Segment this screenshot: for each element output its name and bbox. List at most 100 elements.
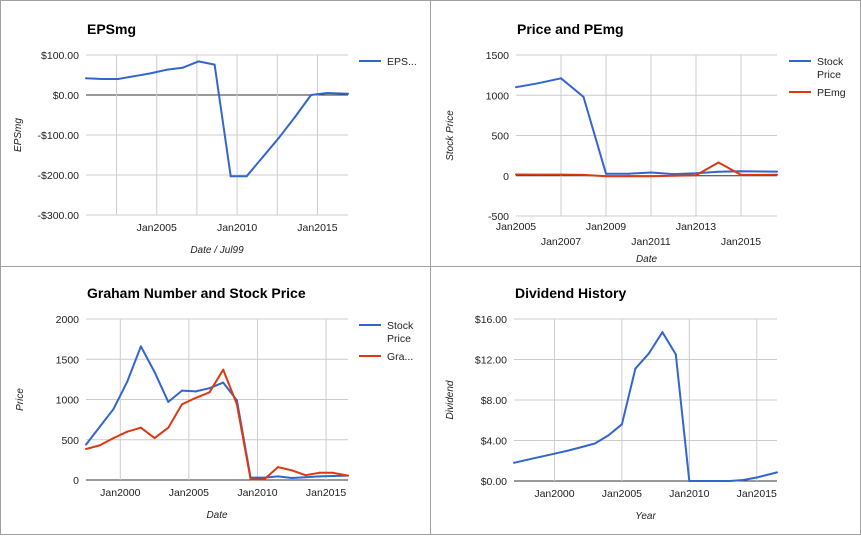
chart-3-series-0-point-12 <box>674 353 677 356</box>
chart-2-series-0-line <box>85 345 349 479</box>
chart-2-series-1-point-2 <box>112 437 115 440</box>
chart-2-xtick-1: Jan2005 <box>169 487 209 499</box>
chart-1-ytick-2: 500 <box>491 131 509 143</box>
chart-2-xlabel: Date <box>206 510 228 521</box>
chart-3-series-0-point-6 <box>593 442 596 445</box>
eps-chart: EPSmg $100.00 $0.00 -$100.00 -$200.00 -$300.0… <box>13 21 417 256</box>
chart-0-series-0-point-16 <box>347 92 349 95</box>
chart-1-series-1-point-11 <box>776 173 778 176</box>
chart-0-series-0-point-2 <box>117 78 120 80</box>
chart-3-ylabel: Dividend <box>445 380 456 419</box>
chart-1-series-0-line <box>515 77 778 176</box>
chart-1-series-1-line <box>515 161 778 178</box>
chart-3-series-0-point-15 <box>715 480 718 482</box>
chart-2-series-1-line <box>85 368 349 481</box>
chart-1-series-0-point-11 <box>776 170 778 173</box>
chart-2-series-1-point-11 <box>235 403 238 406</box>
chart-1-series-1-point-3 <box>582 173 585 176</box>
chart-3-xtick-0: Jan2000 <box>534 488 574 500</box>
chart-2-series-1-point-8 <box>194 396 197 399</box>
chart-2-series-0-point-1 <box>98 425 101 428</box>
chart-1-series-0-point-4 <box>605 172 607 175</box>
chart-1-series-0-point-8 <box>695 172 697 175</box>
chart-0-series-0-point-4 <box>149 72 152 75</box>
chart-2-xtick-3: Jan2015 <box>306 487 346 499</box>
chart-2-series-0-point-5 <box>153 371 156 374</box>
chart-0-ytick-0: $100.00 <box>41 50 79 62</box>
chart-2-series-0-point-15 <box>290 476 293 479</box>
chart-3-series-0-point-19 <box>776 471 778 474</box>
chart-1-series-1-point-5 <box>627 175 630 178</box>
chart-1-series-1-point-9 <box>717 161 720 164</box>
chart-0-series-0-point-3 <box>133 75 136 78</box>
chart-3-series-0-point-3 <box>553 452 556 455</box>
chart-1-series-0-point-5 <box>627 172 630 175</box>
chart-1-series-1-point-6 <box>650 175 652 178</box>
chart-3-ytick-2: $8.00 <box>481 395 507 407</box>
chart-0-xlabel: Date / Jul99 <box>190 245 244 256</box>
chart-3-series-0-point-4 <box>566 449 569 452</box>
chart-2-series-0-point-9 <box>208 387 211 390</box>
chart-2-series-0-point-14 <box>277 475 280 478</box>
chart-3-series-0-point-9 <box>634 367 637 370</box>
chart-2-ytick-1: 1500 <box>56 354 80 366</box>
chart-3-series-0-point-18 <box>755 476 758 479</box>
chart-3-ytick-4: $0.00 <box>481 476 507 488</box>
chart-2-series-1-point-0 <box>85 448 87 451</box>
chart-3-series-0-point-14 <box>701 480 704 482</box>
chart-2-series-1-point-13 <box>263 478 266 481</box>
chart-1-series-1-point-1 <box>537 173 540 176</box>
chart-3-series-0-point-2 <box>539 455 542 458</box>
chart-0-series-0-point-10 <box>245 175 248 178</box>
chart-1-series-1-point-8 <box>695 174 697 177</box>
chart-2-legend-label-0-0: Stock <box>387 320 414 332</box>
chart-1-xtick-4: Jan2013 <box>676 221 716 233</box>
chart-0-series-0-point-15 <box>326 92 329 94</box>
chart-3-series-0-point-10 <box>647 352 650 355</box>
price-pe-chart-panel: Price and PEmg 1500 1000 500 0 -500 Jan2005 Jan… <box>430 0 861 267</box>
chart-0-series-0-point-13 <box>293 116 296 118</box>
chart-3-series-0-point-1 <box>526 458 529 461</box>
chart-2-series-1-point-19 <box>347 474 349 477</box>
chart-2-legend-label-0-1: Price <box>387 333 411 345</box>
chart-2-xtick-2: Jan2010 <box>237 487 277 499</box>
chart-2-series-1-point-16 <box>304 474 307 477</box>
chart-1-legend-label-0-0: Stock <box>817 56 844 68</box>
chart-1-ylabel: Stock Price <box>445 110 456 161</box>
chart-1-title: Price and PEmg <box>517 21 624 37</box>
chart-1-series-1-point-4 <box>605 175 607 178</box>
chart-1-ytick-1: 1000 <box>486 90 510 102</box>
chart-2-series-1-point-4 <box>139 426 142 429</box>
chart-0-series-0-point-0 <box>85 77 87 80</box>
chart-0-ytick-4: -$300.00 <box>38 210 80 222</box>
chart-0-ylabel: EPSmg <box>13 118 24 152</box>
chart-0-series-0-point-11 <box>261 156 264 158</box>
chart-3-series-0-point-5 <box>580 446 583 449</box>
chart-1-series-1-point-2 <box>560 173 562 176</box>
chart-3-series-0-point-0 <box>513 461 515 464</box>
chart-2-ytick-2: 1000 <box>56 395 80 407</box>
chart-1-legend-label-0-1: Price <box>817 69 841 81</box>
chart-2-series-1-point-1 <box>98 444 101 447</box>
chart-0-xtick-1: Jan2010 <box>217 222 257 234</box>
chart-3-series-0-point-8 <box>620 423 623 426</box>
chart-2-series-0-point-8 <box>194 390 197 393</box>
chart-2-series-1-point-18 <box>331 471 334 474</box>
chart-3-ytick-3: $4.00 <box>481 436 507 448</box>
chart-2-ytick-3: 500 <box>61 435 79 447</box>
chart-0-ytick-1: $0.00 <box>53 90 79 102</box>
chart-0-series-0-point-9 <box>229 175 232 178</box>
chart-0-series-0-point-1 <box>101 78 104 80</box>
chart-3-series-0-point-7 <box>607 434 610 437</box>
chart-1-series-0-point-3 <box>582 95 585 98</box>
chart-2-series-0-point-4 <box>139 345 142 348</box>
chart-0-series-0-point-8 <box>213 63 216 66</box>
chart-3-xtick-3: Jan2015 <box>737 488 777 500</box>
chart-3-series-0-point-13 <box>688 480 691 482</box>
chart-3-xlabel: Year <box>635 511 656 522</box>
dividend-chart-panel: Dividend History $16.00 $12.00 $8.00 $4.00 $0… <box>430 266 861 535</box>
chart-0-title: EPSmg <box>87 21 136 37</box>
chart-0-ytick-3: -$200.00 <box>38 170 80 182</box>
chart-0-xtick-0: Jan2005 <box>137 222 177 234</box>
